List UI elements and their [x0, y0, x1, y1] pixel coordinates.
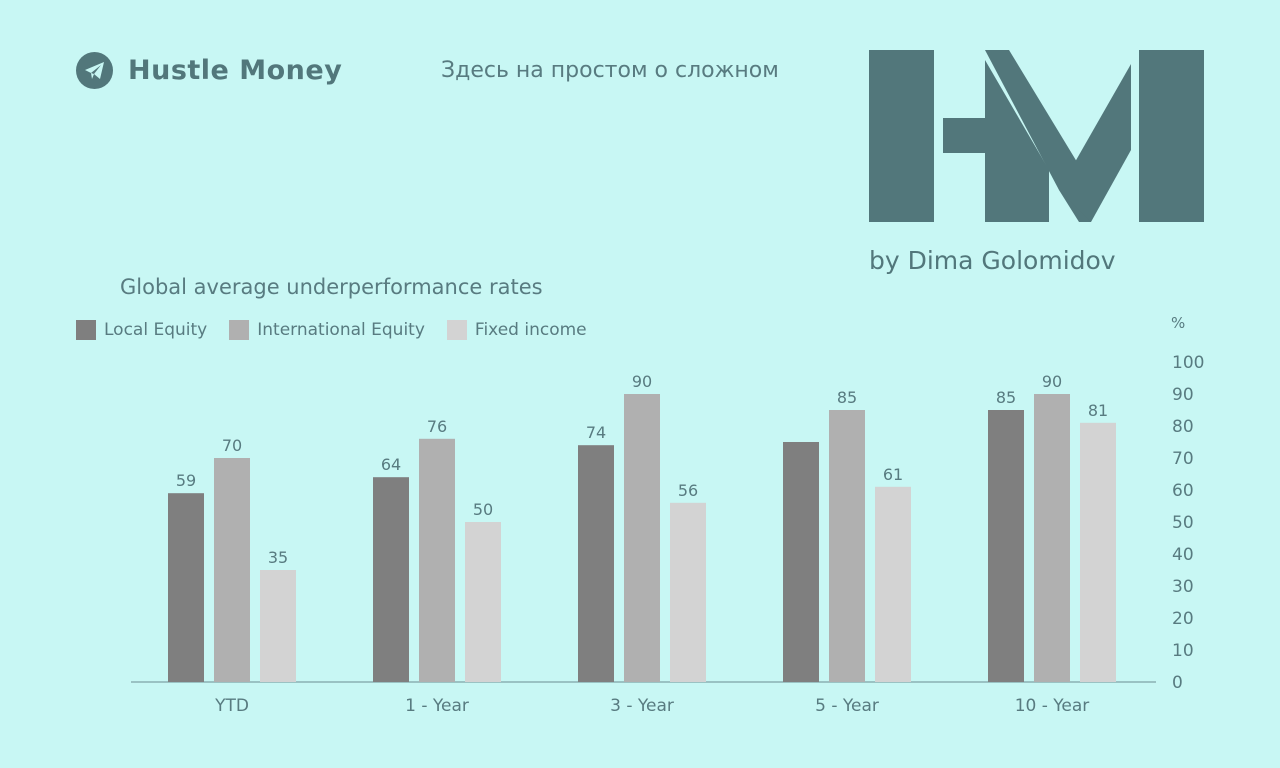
bar	[168, 493, 204, 682]
legend-label: Fixed income	[474, 320, 587, 340]
legend: Local Equity International Equity Fixed …	[76, 320, 609, 340]
y-axis-unit: %	[1171, 314, 1186, 332]
y-tick-label: 80	[1172, 417, 1194, 437]
telegram-icon[interactable]	[76, 52, 113, 89]
legend-item-fixed-income: Fixed income	[446, 320, 587, 340]
bar	[875, 486, 911, 682]
data-label: 90	[1042, 372, 1062, 391]
x-tick-label: YTD	[214, 696, 249, 716]
legend-swatch	[229, 320, 250, 340]
y-tick-label: 0	[1172, 673, 1183, 693]
data-label: 76	[427, 417, 447, 436]
legend-label: International Equity	[257, 320, 425, 340]
legend-swatch	[76, 320, 96, 340]
bar	[624, 394, 660, 682]
y-tick-label: 30	[1172, 577, 1194, 597]
bar	[465, 522, 501, 682]
x-tick-label: 1 - Year	[405, 696, 469, 716]
data-label: 64	[381, 455, 401, 474]
chart-title: Global average underperformance rates	[120, 275, 543, 299]
data-label: 50	[473, 500, 493, 519]
y-tick-label: 40	[1172, 545, 1194, 565]
data-label: 59	[176, 471, 196, 490]
data-label: 70	[222, 436, 242, 455]
y-tick-label: 10	[1172, 641, 1194, 661]
data-label: 61	[883, 465, 903, 484]
bar	[988, 410, 1024, 682]
y-tick-label: 60	[1172, 481, 1194, 501]
bar	[419, 438, 455, 682]
bar	[260, 570, 296, 682]
bar	[373, 477, 409, 682]
bar	[1034, 394, 1070, 682]
legend-label: Local Equity	[104, 320, 208, 340]
data-label: 74	[586, 423, 606, 442]
legend-item-local-equity: Local Equity	[76, 320, 207, 340]
byline: by Dima Golomidov	[869, 246, 1116, 275]
bar	[578, 445, 614, 682]
x-tick-label: 5 - Year	[815, 696, 879, 716]
x-tick-label: 3 - Year	[610, 696, 674, 716]
y-tick-label: 90	[1172, 385, 1194, 405]
data-label: 85	[996, 388, 1016, 407]
data-label: 90	[632, 372, 652, 391]
data-label: 81	[1088, 401, 1108, 420]
y-tick-label: 20	[1172, 609, 1194, 629]
data-label: 35	[268, 548, 288, 567]
legend-item-international-equity: International Equity	[229, 320, 425, 340]
y-tick-label: 70	[1172, 449, 1194, 469]
bar	[783, 442, 819, 682]
x-tick-label: 10 - Year	[1015, 696, 1090, 716]
tagline: Здесь на простом о сложном	[441, 58, 779, 83]
bar	[1080, 422, 1116, 682]
data-label: 85	[837, 388, 857, 407]
bar	[829, 410, 865, 682]
brand: Hustle Money	[76, 52, 342, 89]
brand-name: Hustle Money	[128, 55, 343, 86]
data-label: 56	[678, 481, 698, 500]
hm-logo	[869, 50, 1204, 222]
bar	[214, 458, 250, 682]
y-tick-label: 100	[1172, 353, 1204, 373]
legend-swatch	[446, 320, 467, 340]
y-tick-label: 50	[1172, 513, 1194, 533]
bar	[670, 502, 706, 682]
